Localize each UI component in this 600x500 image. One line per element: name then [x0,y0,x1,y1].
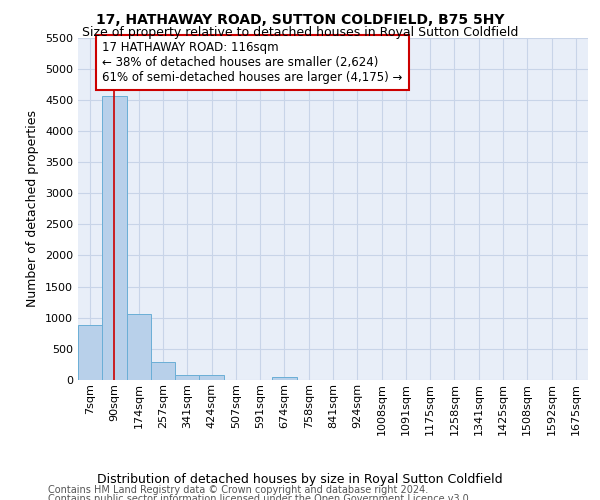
Bar [102,96,127,380]
Text: 17, HATHAWAY ROAD, SUTTON COLDFIELD, B75 5HY: 17, HATHAWAY ROAD, SUTTON COLDFIELD, B75… [96,12,504,26]
Bar [272,376,296,380]
Text: Contains public sector information licensed under the Open Government Licence v3: Contains public sector information licen… [48,494,472,500]
Bar [78,325,102,380]
Text: 17 HATHAWAY ROAD: 116sqm
← 38% of detached houses are smaller (2,624)
61% of sem: 17 HATHAWAY ROAD: 116sqm ← 38% of detach… [102,40,403,84]
Text: Contains HM Land Registry data © Crown copyright and database right 2024.: Contains HM Land Registry data © Crown c… [48,485,428,495]
Text: Distribution of detached houses by size in Royal Sutton Coldfield: Distribution of detached houses by size … [97,472,503,486]
Bar [175,374,199,380]
Bar [151,362,175,380]
Y-axis label: Number of detached properties: Number of detached properties [26,110,40,307]
Bar [127,314,151,380]
Text: Size of property relative to detached houses in Royal Sutton Coldfield: Size of property relative to detached ho… [82,26,518,39]
Bar [199,375,224,380]
